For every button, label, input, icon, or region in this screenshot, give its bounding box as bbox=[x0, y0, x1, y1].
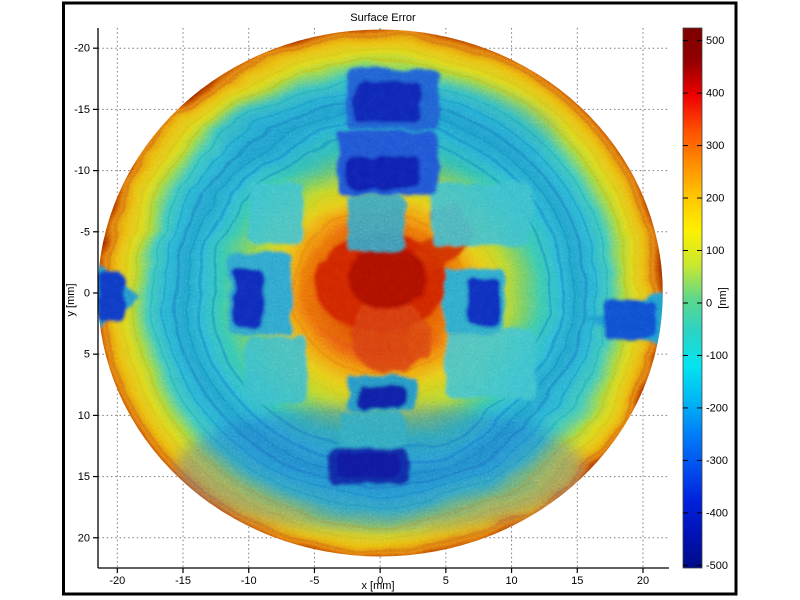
plot-title: Surface Error bbox=[350, 12, 416, 24]
x-tick-label: 10 bbox=[505, 575, 517, 587]
colorbar-tick-label: -300 bbox=[706, 455, 728, 467]
y-tick-label: -15 bbox=[74, 104, 90, 116]
colorbar-tick-label: 0 bbox=[706, 297, 712, 309]
colorbar: 500 400 300 200 100 0 -100 -200 -300 -400 -500 bbox=[682, 27, 728, 572]
y-tick-label: -20 bbox=[74, 43, 90, 55]
y-axis-label: y [mm] bbox=[65, 284, 77, 317]
x-tick-label: 20 bbox=[637, 575, 649, 587]
colorbar-tick-label: 500 bbox=[706, 35, 724, 47]
colorbar-tick-label: -100 bbox=[706, 350, 728, 362]
colorbar-tick-label: 300 bbox=[706, 140, 724, 152]
y-tick-label: -10 bbox=[74, 165, 90, 177]
colorbar-tick-label: 100 bbox=[706, 245, 724, 257]
colorbar-tick-label: -400 bbox=[706, 507, 728, 519]
colorbar-tick-label: -500 bbox=[706, 560, 728, 572]
x-tick-label: 5 bbox=[443, 575, 449, 587]
axes: -20 -15 -10 -5 0 5 10 15 20 -20 -15 -10 -5 0 5 10 15 20 bbox=[74, 28, 669, 587]
x-tick-label: -15 bbox=[175, 575, 191, 587]
colorbar-gradient bbox=[682, 27, 703, 569]
colorbar-tick-label: -200 bbox=[706, 402, 728, 414]
x-tick-label: -10 bbox=[241, 575, 257, 587]
y-tick-label: 5 bbox=[84, 349, 90, 361]
y-tick-label: 0 bbox=[84, 287, 90, 299]
y-tick-label: 15 bbox=[78, 471, 90, 483]
surface-error-map bbox=[97, 29, 663, 557]
colorbar-unit-label: [nm] bbox=[717, 287, 729, 308]
colorbar-tick-label: 400 bbox=[706, 88, 724, 100]
x-tick-label: -20 bbox=[109, 575, 125, 587]
x-tick-label: -5 bbox=[310, 575, 320, 587]
speckle-noise-coarse bbox=[98, 29, 663, 557]
x-tick-label: 0 bbox=[377, 575, 383, 587]
y-tick-label: 20 bbox=[78, 532, 90, 544]
colorbar-tick-label: 200 bbox=[706, 193, 724, 205]
x-tick-label: 15 bbox=[571, 575, 583, 587]
y-tick-label: -5 bbox=[80, 226, 90, 238]
y-tick-label: 10 bbox=[78, 410, 90, 422]
x-axis-label: x [mm] bbox=[362, 580, 395, 592]
